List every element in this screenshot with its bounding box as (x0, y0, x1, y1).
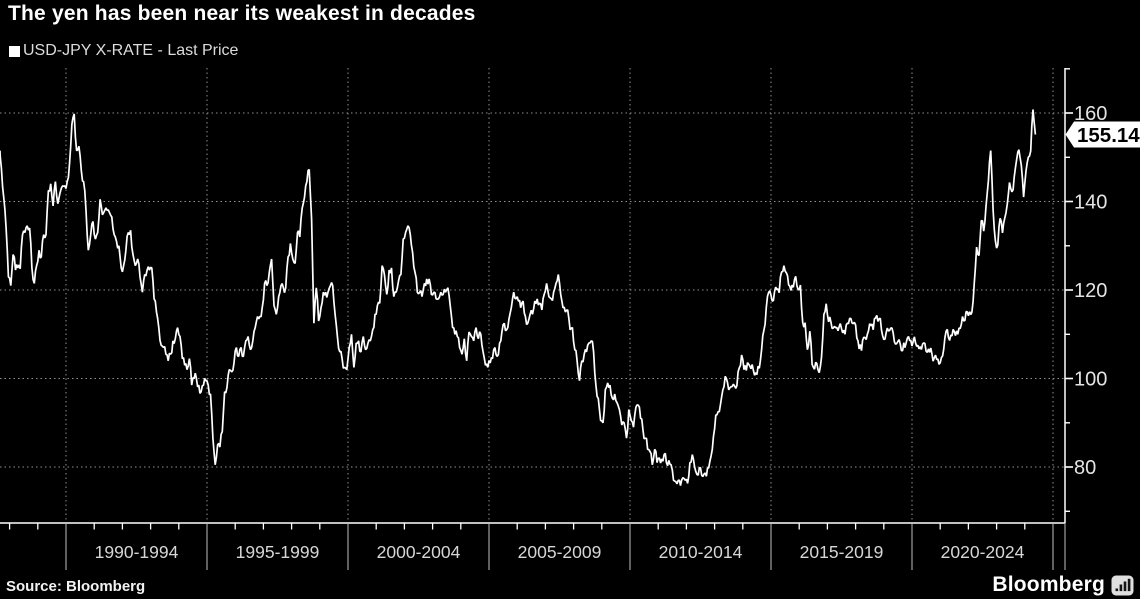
last-price-badge (1065, 121, 1140, 148)
legend-label: USD-JPY X-RATE - Last Price (23, 42, 239, 59)
y-axis-tick-label: 120 (1074, 280, 1107, 302)
brand-footer: Bloomberg (992, 573, 1134, 597)
bloomberg-terminal-icon (1111, 575, 1134, 595)
bloomberg-wordmark: Bloomberg (992, 573, 1105, 596)
y-axis-tick-label: 100 (1074, 369, 1107, 391)
y-axis-tick-label: 160 (1074, 103, 1107, 125)
price-line (0, 109, 1037, 486)
x-axis-period-label: 2005-2009 (518, 542, 602, 562)
y-axis-tick-label: 140 (1074, 192, 1107, 214)
legend-swatch-icon (9, 45, 20, 57)
x-axis-period-label: 2015-2019 (800, 542, 884, 562)
x-axis-period-label: 1995-1999 (236, 542, 320, 562)
chart-title: The yen has been near its weakest in dec… (8, 2, 476, 25)
y-axis-tick-label: 80 (1074, 457, 1096, 479)
legend: USD-JPY X-RATE - Last Price (9, 42, 239, 59)
source-note: Source: Bloomberg (6, 578, 146, 595)
x-axis-period-label: 2000-2004 (377, 542, 461, 562)
x-axis-period-label: 2010-2014 (659, 542, 743, 562)
last-price-label: 155.14 (1077, 124, 1140, 147)
x-axis-period-label: 1990-1994 (95, 542, 179, 562)
x-axis-period-label: 2020-2024 (941, 542, 1025, 562)
